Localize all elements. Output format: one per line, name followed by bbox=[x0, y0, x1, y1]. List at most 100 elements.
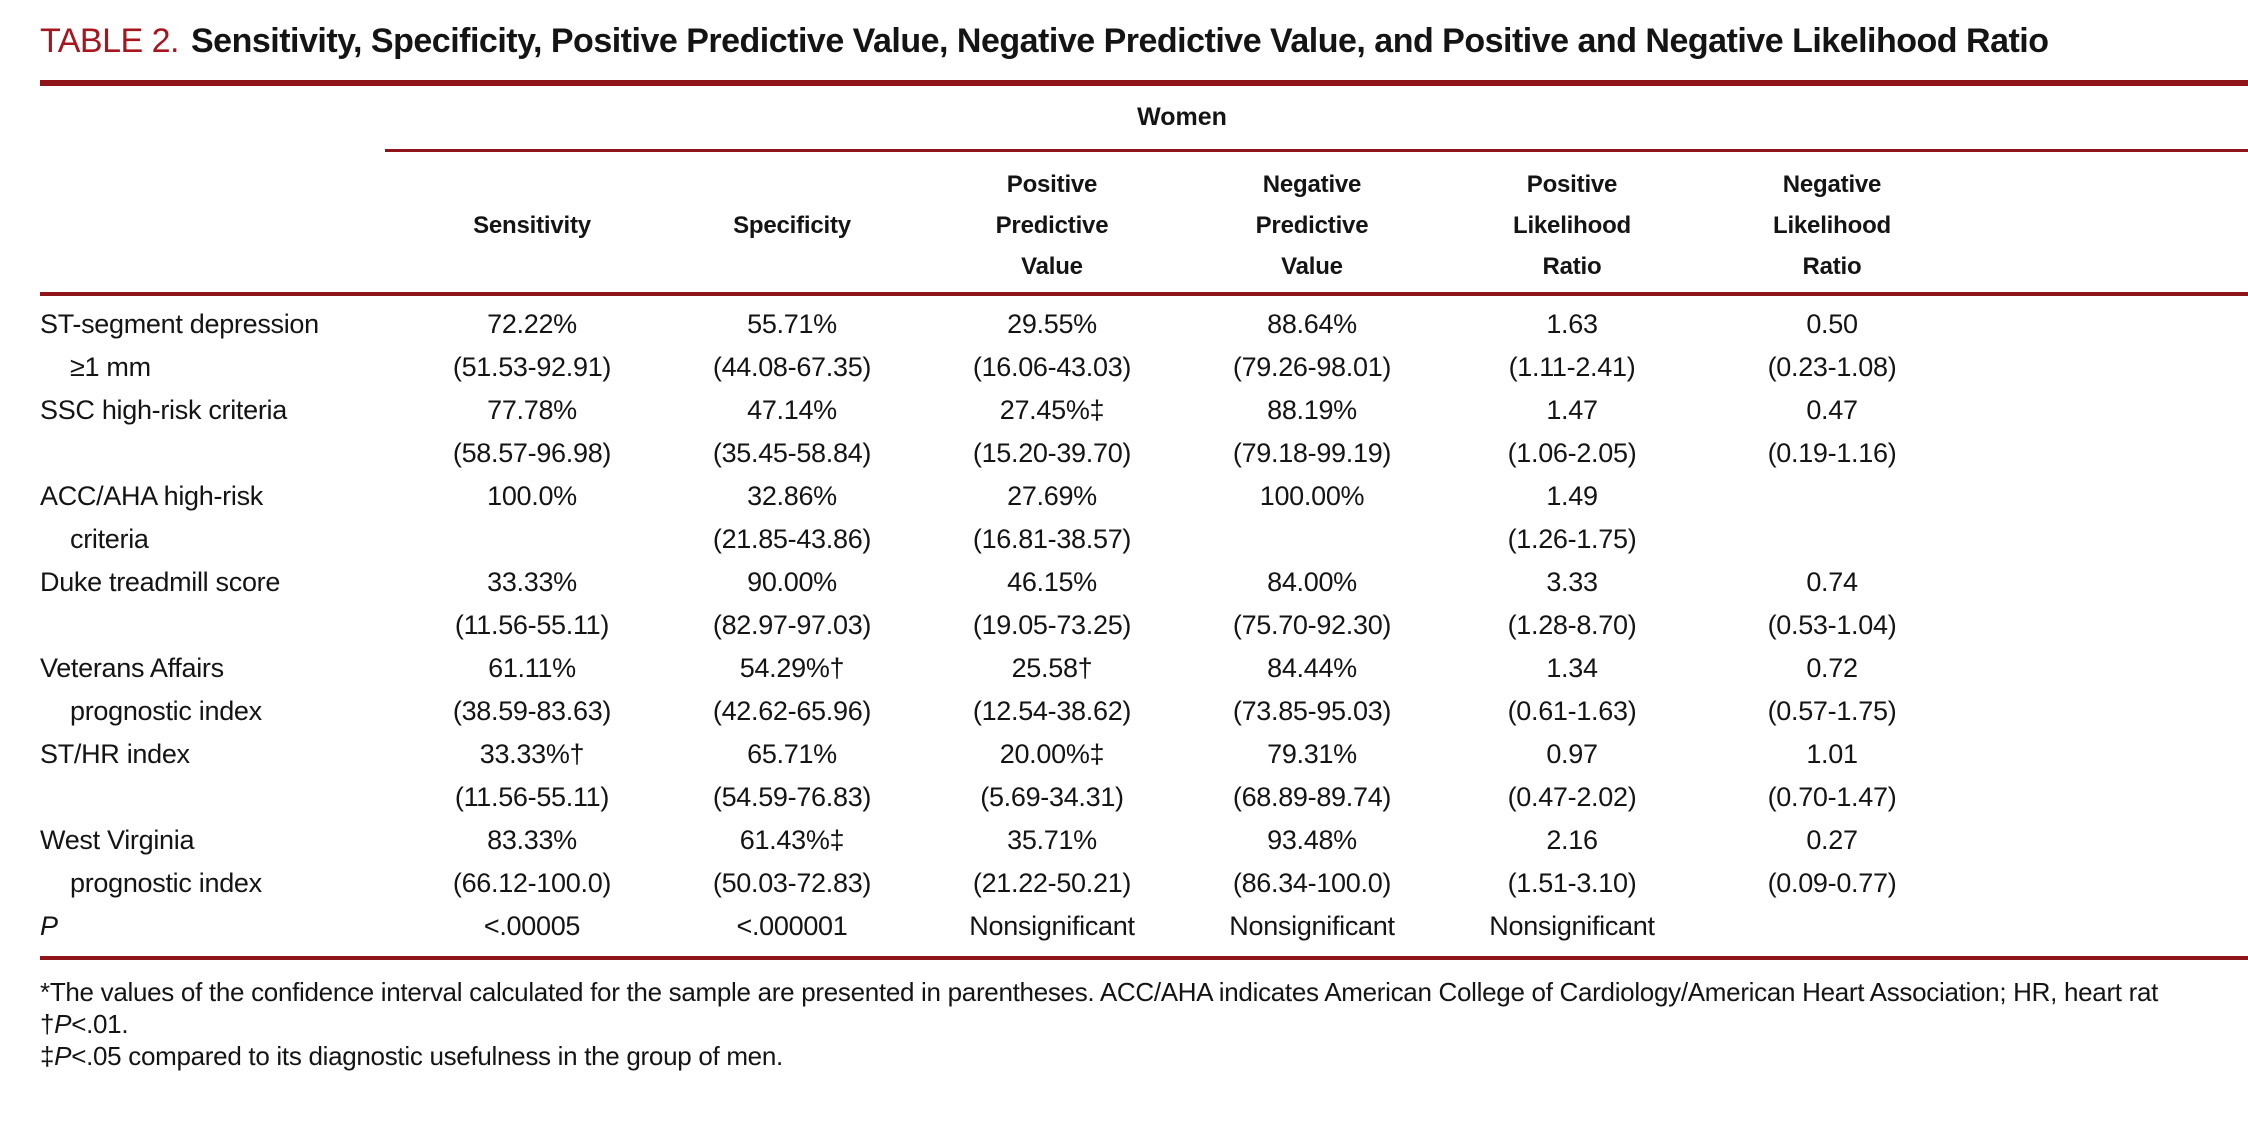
table-caption: Sensitivity, Specificity, Positive Predi… bbox=[191, 22, 2049, 60]
column-header-1: Specificity bbox=[733, 212, 851, 239]
row-filler bbox=[1962, 776, 2248, 819]
cell-r1-c4: (1.06-2.05) bbox=[1507, 438, 1637, 468]
table-number-label: TABLE 2. bbox=[40, 22, 180, 60]
cell-r5-c0: (11.56-55.11) bbox=[454, 782, 610, 812]
cell-r6-c5: 0.27 bbox=[1806, 825, 1858, 855]
row-filler bbox=[1962, 303, 2248, 346]
row-filler bbox=[1962, 647, 2248, 690]
cell-r4-c2: 25.58† bbox=[1011, 653, 1093, 683]
cell-r5-c4: (0.47-2.02) bbox=[1507, 782, 1637, 812]
table-row-6-line-0: West Virginia 83.33% 61.43%‡ 35.71% 93.48% 2.… bbox=[40, 819, 2248, 862]
cell-r4-c3: (73.85-95.03) bbox=[1232, 696, 1392, 726]
row-filler bbox=[1962, 561, 2248, 604]
footnote-text: <.01. bbox=[71, 1009, 129, 1039]
footnote-line-2: ‡P<.05 compared to its diagnostic useful… bbox=[40, 1040, 2248, 1072]
cell-r1-c2: 27.45%‡ bbox=[999, 395, 1105, 425]
cell-r6-c1: 61.43%‡ bbox=[739, 825, 845, 855]
cell-r0-c1: 55.71% bbox=[747, 309, 837, 339]
row-label bbox=[40, 776, 402, 819]
row-label bbox=[40, 432, 402, 475]
cell-r2-c3 bbox=[1182, 518, 1442, 561]
cell-r1-c1: 47.14% bbox=[747, 395, 837, 425]
footnote-italic-p: P bbox=[54, 1009, 72, 1039]
cell-r5-c0: 33.33%† bbox=[479, 739, 585, 769]
row-filler bbox=[1962, 346, 2248, 389]
row-label: Veterans Affairs bbox=[40, 653, 224, 683]
cell-r1-c0: 77.78% bbox=[487, 395, 577, 425]
row-label: criteria bbox=[70, 524, 149, 554]
cell-r1-c3: 88.19% bbox=[1267, 395, 1357, 425]
women-group-rule bbox=[385, 149, 2248, 152]
cell-r5-c2: 20.00%‡ bbox=[999, 739, 1105, 769]
row-label: ST-segment depression bbox=[40, 309, 319, 339]
cell-r4-c4: (0.61-1.63) bbox=[1507, 696, 1637, 726]
cell-r2-c1: 32.86% bbox=[747, 481, 837, 511]
cell-r2-c5 bbox=[1702, 475, 1962, 518]
cell-r5-c2: (5.69-34.31) bbox=[980, 782, 1124, 812]
row-filler bbox=[1962, 518, 2248, 561]
cell-r2-c1: (21.85-43.86) bbox=[712, 524, 872, 554]
row-label: prognostic index bbox=[70, 868, 262, 898]
cell-r0-c1: (44.08-67.35) bbox=[712, 352, 872, 382]
table-row-6-line-1: prognostic index (66.12-100.0) (50.03-72.8… bbox=[40, 862, 2248, 905]
cell-r4-c1: (42.62-65.96) bbox=[712, 696, 872, 726]
table-row-3-line-0: Duke treadmill score 33.33% 90.00% 46.15% 84… bbox=[40, 561, 2248, 604]
table-row-0-line-0: ST-segment depression 72.22% 55.71% 29.55% 8… bbox=[40, 303, 2248, 346]
cell-r1-c1: (35.45-58.84) bbox=[712, 438, 872, 468]
cell-r4-c0: 61.11% bbox=[488, 653, 576, 683]
cell-r2-c2: 27.69% bbox=[1007, 481, 1097, 511]
cell-r7-c3: Nonsignificant bbox=[1229, 911, 1395, 941]
table-row-1-line-1: (58.57-96.98) (35.45-58.84) (15.20-39.70) (… bbox=[40, 432, 2248, 475]
cell-r6-c3: 93.48% bbox=[1267, 825, 1357, 855]
row-filler bbox=[1962, 819, 2248, 862]
column-header-3: Negative Predictive Value bbox=[1255, 171, 1369, 280]
cell-r2-c4: (1.26-1.75) bbox=[1507, 524, 1637, 554]
row-label: Duke treadmill score bbox=[40, 567, 281, 597]
cell-r2-c5 bbox=[1702, 518, 1962, 561]
row-label: SSC high-risk criteria bbox=[40, 395, 287, 425]
table-row-1-line-0: SSC high-risk criteria 77.78% 47.14% 27.45%… bbox=[40, 389, 2248, 432]
top-rule bbox=[40, 80, 2248, 86]
cell-r3-c5: 0.74 bbox=[1806, 567, 1858, 597]
cell-r1-c3: (79.18-99.19) bbox=[1232, 438, 1392, 468]
cell-r4-c4: 1.34 bbox=[1546, 653, 1598, 683]
cell-r0-c0: (51.53-92.91) bbox=[452, 352, 612, 382]
cell-r0-c2: (16.06-43.03) bbox=[972, 352, 1132, 382]
cell-r7-c5 bbox=[1702, 905, 1962, 948]
cell-r6-c0: (66.12-100.0) bbox=[452, 868, 612, 898]
cell-r7-c1: <.000001 bbox=[736, 911, 848, 941]
cell-r7-c0: <.00005 bbox=[483, 911, 581, 941]
table-row-0-line-1: ≥1 mm (51.53-92.91) (44.08-67.35) (16.06-43… bbox=[40, 346, 2248, 389]
footnote-italic-p: P bbox=[54, 1041, 72, 1071]
cell-r0-c2: 29.55% bbox=[1007, 309, 1097, 339]
column-header-4: Positive Likelihood Ratio bbox=[1512, 171, 1631, 280]
row-label: West Virginia bbox=[40, 825, 195, 855]
footnote-text: ‡ bbox=[40, 1041, 55, 1071]
cell-r3-c4: 3.33 bbox=[1546, 567, 1598, 597]
cell-r0-c3: 88.64% bbox=[1267, 309, 1357, 339]
table-row-4-line-1: prognostic index (38.59-83.63) (42.62-65.9… bbox=[40, 690, 2248, 733]
cell-r3-c3: 84.00% bbox=[1267, 567, 1357, 597]
table-row-3-line-1: (11.56-55.11) (82.97-97.03) (19.05-73.25) (… bbox=[40, 604, 2248, 647]
cell-r3-c2: 46.15% bbox=[1007, 567, 1097, 597]
cell-r4-c5: (0.57-1.75) bbox=[1767, 696, 1897, 726]
cell-r5-c4: 0.97 bbox=[1546, 739, 1598, 769]
cell-r1-c2: (15.20-39.70) bbox=[972, 438, 1132, 468]
cell-r0-c4: 1.63 bbox=[1546, 309, 1598, 339]
row-label bbox=[40, 604, 402, 647]
row-label: P bbox=[40, 911, 58, 941]
cell-r0-c5: (0.23-1.08) bbox=[1767, 352, 1897, 382]
cell-r0-c5: 0.50 bbox=[1806, 309, 1858, 339]
row-filler bbox=[1962, 690, 2248, 733]
cell-r3-c0: 33.33% bbox=[487, 567, 577, 597]
header-divider-rule bbox=[40, 292, 2248, 296]
column-header-2: Positive Predictive Value bbox=[995, 171, 1109, 280]
cell-r0-c3: (79.26-98.01) bbox=[1232, 352, 1392, 382]
table-row-5-line-1: (11.56-55.11) (54.59-76.83) (5.69-34.31) (6… bbox=[40, 776, 2248, 819]
cell-r3-c2: (19.05-73.25) bbox=[972, 610, 1132, 640]
cell-r5-c3: (68.89-89.74) bbox=[1232, 782, 1392, 812]
cell-r1-c5: (0.19-1.16) bbox=[1767, 438, 1897, 468]
cell-r2-c0: 100.0% bbox=[487, 481, 577, 511]
row-filler bbox=[1962, 432, 2248, 475]
